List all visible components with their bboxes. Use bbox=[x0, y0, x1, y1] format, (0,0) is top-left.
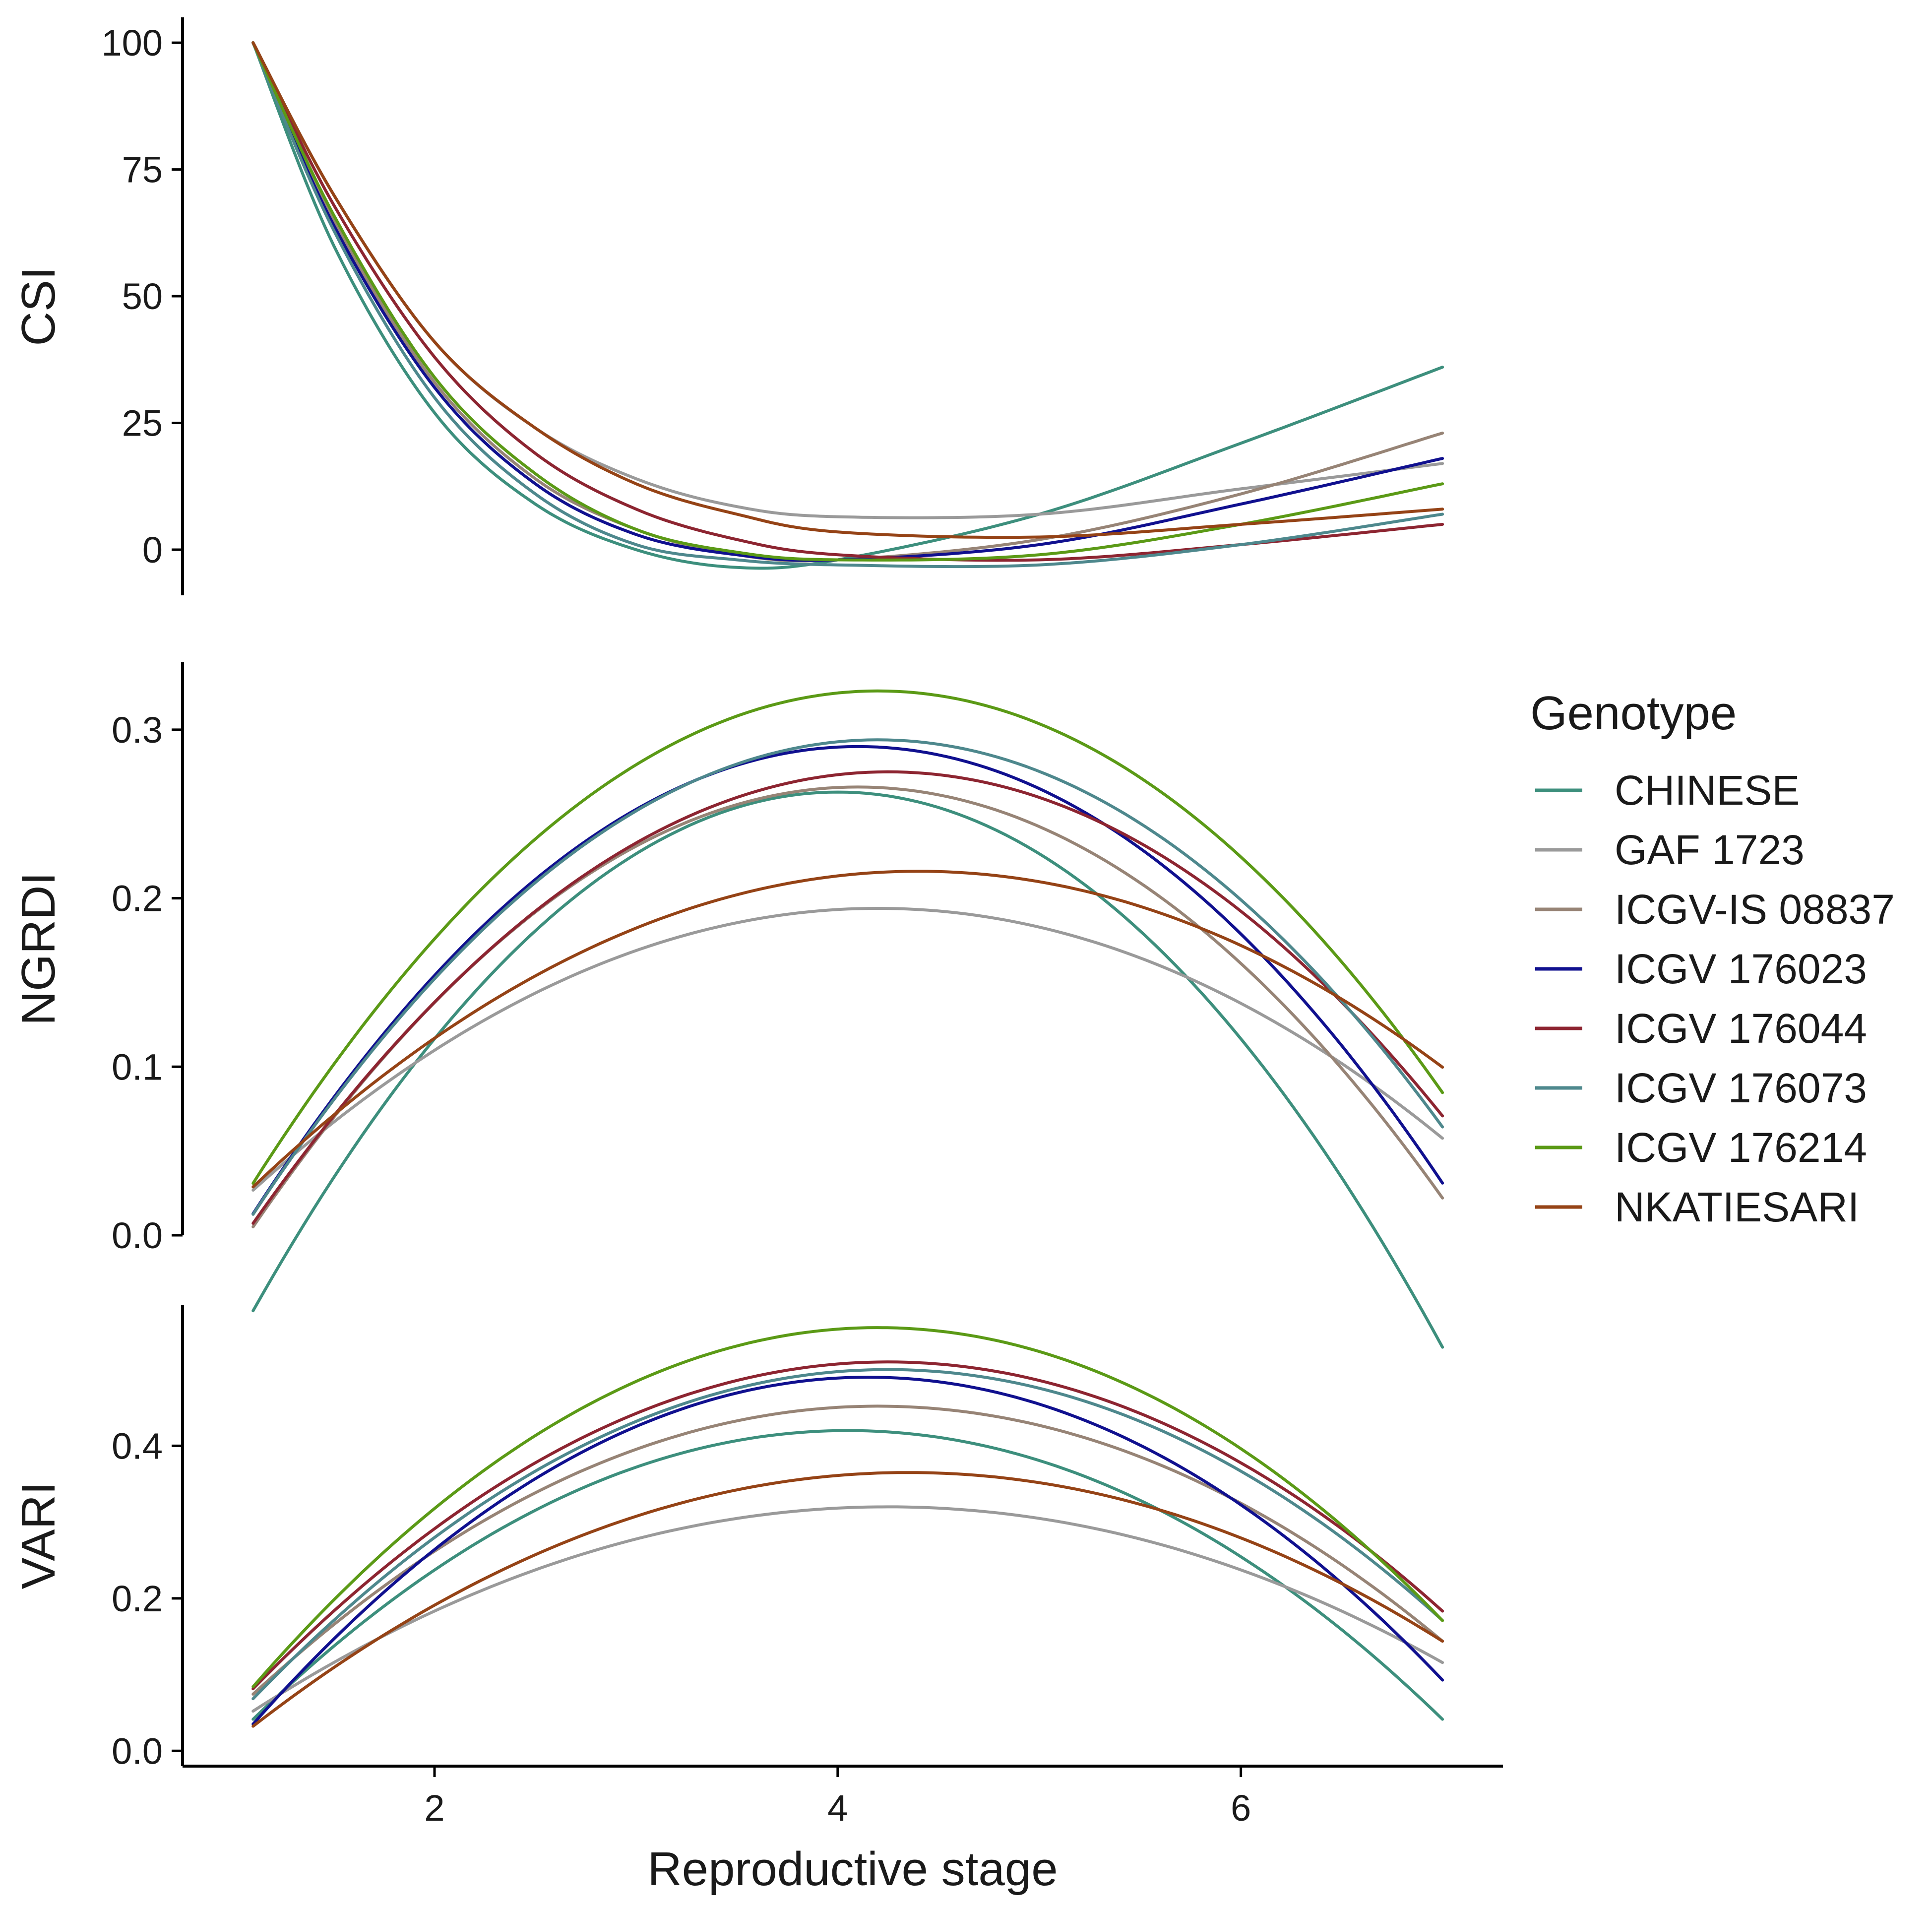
x-tick-label: 4 bbox=[827, 1787, 848, 1829]
y-axis-title: VARI bbox=[12, 1482, 65, 1590]
series-line-gaf-1723 bbox=[251, 1505, 1444, 1713]
legend-entry: ICGV-IS 08837 bbox=[1535, 886, 1895, 933]
series-line-icgv-176214 bbox=[251, 689, 1444, 1185]
series-line-icgv-176214 bbox=[251, 41, 1444, 562]
panel-ngrdi: 0.0 0.1 0.2 0.3 NGRDI bbox=[12, 662, 1444, 1349]
series-line-gaf-1723 bbox=[251, 907, 1444, 1192]
legend-entry: ICGV 176214 bbox=[1535, 1124, 1867, 1171]
y-tick-label: 0.0 bbox=[112, 1215, 163, 1256]
series-line-chinese bbox=[251, 41, 1444, 570]
y-tick-label: 0.4 bbox=[112, 1425, 163, 1466]
y-axis-title: NGRDI bbox=[12, 872, 65, 1025]
series-line-icgv-is-08837 bbox=[251, 41, 1444, 563]
legend-label: CHINESE bbox=[1615, 767, 1800, 814]
legend-label: ICGV-IS 08837 bbox=[1615, 886, 1895, 933]
y-tick-label: 100 bbox=[102, 22, 163, 64]
panel-csi: 0 25 50 75 100 CSI bbox=[12, 17, 1444, 595]
series-line-icgv-176073 bbox=[251, 1368, 1444, 1701]
series-line-icgv-176044 bbox=[251, 1360, 1444, 1691]
series-line-icgv-176023 bbox=[251, 745, 1444, 1215]
series-line-chinese bbox=[251, 1429, 1444, 1721]
y-tick-label: 0.0 bbox=[112, 1730, 163, 1772]
series-line-icgv-176214 bbox=[251, 1326, 1444, 1688]
legend-entry: ICGV 176044 bbox=[1535, 1005, 1867, 1052]
legend-entry: ICGV 176073 bbox=[1535, 1065, 1867, 1111]
legend-entry: ICGV 176023 bbox=[1535, 946, 1867, 992]
legend-label: ICGV 176023 bbox=[1615, 946, 1867, 992]
legend-entry: GAF 1723 bbox=[1535, 827, 1805, 873]
legend: Genotype CHINESE GAF 1723 ICGV-IS 08837 ICG… bbox=[1530, 687, 1895, 1230]
y-tick-label: 0.2 bbox=[112, 1578, 163, 1619]
x-axis-title: Reproductive stage bbox=[647, 1843, 1058, 1896]
y-tick-label: 0.3 bbox=[112, 709, 163, 751]
panel-vari: 0.0 0.2 0.4 VARI 2 4 6 bbox=[12, 1305, 1503, 1829]
series-line-nkatiesari bbox=[251, 41, 1444, 539]
series-line-icgv-176073 bbox=[251, 738, 1444, 1216]
legend-label: ICGV 176073 bbox=[1615, 1065, 1867, 1111]
series-line-icgv-176044 bbox=[251, 770, 1444, 1225]
panels-layer: 0 25 50 75 100 CSI 0.0 0.1 0.2 0.3 NGRDI 0.0 0.2 0.4 V… bbox=[12, 17, 1503, 1829]
series-line-nkatiesari bbox=[251, 870, 1444, 1189]
y-tick-label: 75 bbox=[122, 149, 163, 191]
series-line-chinese bbox=[251, 790, 1444, 1349]
legend-entries: CHINESE GAF 1723 ICGV-IS 08837 ICGV 176023 I… bbox=[1535, 767, 1895, 1230]
x-tick-label: 2 bbox=[424, 1787, 444, 1829]
y-tick-label: 0.1 bbox=[112, 1046, 163, 1087]
legend-title: Genotype bbox=[1530, 687, 1737, 740]
y-tick-label: 0 bbox=[142, 529, 163, 571]
series-line-icgv-176023 bbox=[251, 41, 1444, 562]
legend-label: ICGV 176044 bbox=[1615, 1005, 1867, 1052]
legend-label: ICGV 176214 bbox=[1615, 1124, 1867, 1171]
series-line-nkatiesari bbox=[251, 1471, 1444, 1728]
series-line-gaf-1723 bbox=[251, 41, 1444, 519]
series-line-icgv-176044 bbox=[251, 41, 1444, 562]
series-line-icgv-is-08837 bbox=[251, 1404, 1444, 1696]
legend-label: GAF 1723 bbox=[1615, 827, 1805, 873]
legend-entry: CHINESE bbox=[1535, 767, 1800, 814]
y-tick-label: 25 bbox=[122, 403, 163, 444]
series-line-icgv-176023 bbox=[251, 1376, 1444, 1726]
series-line-icgv-176073 bbox=[251, 41, 1444, 569]
y-axis-title: CSI bbox=[12, 266, 65, 346]
legend-entry: NKATIESARI bbox=[1535, 1184, 1859, 1230]
x-tick-label: 6 bbox=[1231, 1787, 1251, 1829]
y-tick-label: 50 bbox=[122, 276, 163, 317]
y-tick-label: 0.2 bbox=[112, 878, 163, 919]
legend-label: NKATIESARI bbox=[1615, 1184, 1859, 1230]
